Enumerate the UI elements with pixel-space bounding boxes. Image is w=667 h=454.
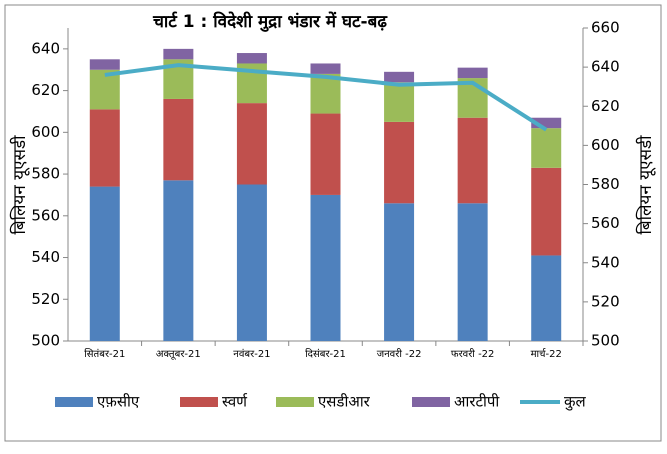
bar-segment [531,255,562,341]
bar-segment [163,48,194,60]
bar-segment [384,82,415,122]
x-tick-label: मार्च-22 [531,348,562,360]
bar-segment [236,53,267,64]
y-axis-label: बिलियन यूएसडी [9,135,30,235]
y2-tick-label: 540 [591,253,620,271]
legend-label: आरटीपी [454,393,500,411]
y-tick-label: 600 [31,123,60,141]
x-tick-label: सितंबर-21 [84,348,125,360]
y-tick-label: 560 [31,206,60,224]
y-tick-label: 520 [31,290,60,308]
legend-swatch [180,397,218,407]
x-tick-label: जनवरी -22 [377,348,422,360]
bar-segment [384,121,415,204]
legend-swatch [412,397,450,407]
bar-segment [310,194,341,341]
bar-segment [531,128,562,168]
y2-tick-label: 500 [591,332,620,350]
y-tick-label: 620 [31,81,60,99]
bar-segment [236,184,267,341]
y2-tick-label: 620 [591,97,620,115]
bar-segment [384,203,415,341]
bar-segment [531,167,562,256]
bar-segment [310,63,341,74]
bar-segment [89,186,120,341]
bar-segment [89,109,120,187]
bar-segment [236,103,267,185]
x-tick-label: फरवरी -22 [451,348,495,360]
y-tick-label: 500 [31,332,60,350]
legend-label: एसडीआर [318,393,371,411]
chart-title: चार्ट 1 : विदेशी मुद्रा भंडार में घट-बढ़ [152,11,388,32]
y2-tick-label: 640 [591,58,620,76]
y-tick-label: 640 [31,39,60,57]
x-tick-label: दिसंबर-21 [305,348,346,360]
legend-swatch [276,397,314,407]
y2-tick-label: 580 [591,175,620,193]
legend-label: कुल [564,393,587,412]
legend-swatch [55,397,93,407]
bar-segment [457,203,488,341]
y2-axis-label: बिलियन यूएसडी [635,135,656,235]
bar-segment [89,69,120,110]
legend-label: स्वर्ण [222,393,248,411]
y2-tick-label: 520 [591,292,620,310]
y-tick-label: 580 [31,165,60,183]
legend-label: एफ़सीए [97,393,140,411]
bar-segment [163,98,194,181]
y2-tick-label: 600 [591,136,620,154]
bar-segment [457,67,488,79]
y2-tick-label: 560 [591,214,620,232]
x-tick-label: अक्तूबर-21 [156,349,201,360]
bar-segment [89,59,120,70]
bar-segment [384,71,415,83]
y-tick-label: 540 [31,248,60,266]
bar-segment [457,117,488,204]
bar-segment [310,73,341,114]
bar-segment [310,113,341,195]
bar-segment [163,180,194,341]
line-series [104,63,548,132]
bar-segment [531,117,562,129]
x-tick-label: नवंबर-21 [233,348,270,360]
y2-tick-label: 660 [591,19,620,37]
